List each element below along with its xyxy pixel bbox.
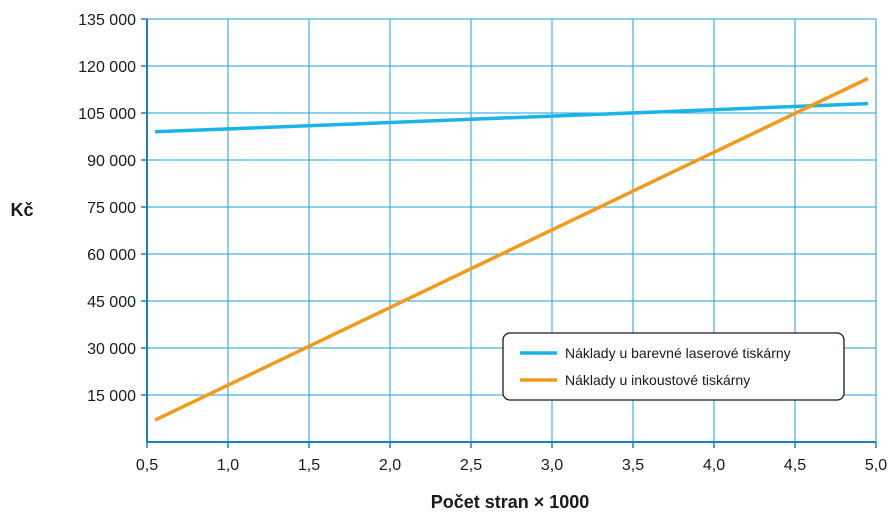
y-tick-label: 15 000 bbox=[87, 388, 136, 405]
x-tick-label: 4,5 bbox=[784, 457, 806, 474]
grid bbox=[146, 18, 877, 442]
x-tick-label: 0,5 bbox=[136, 457, 158, 474]
series-lines bbox=[154, 76, 869, 422]
x-tick-label: 4,0 bbox=[703, 457, 725, 474]
series-line-inkjet bbox=[154, 76, 869, 422]
x-tick-label: 1,0 bbox=[217, 457, 239, 474]
axes bbox=[141, 18, 877, 448]
y-tick-label: 120 000 bbox=[78, 59, 136, 76]
y-axis-title: Kč bbox=[10, 200, 33, 220]
x-tick-label: 3,5 bbox=[622, 457, 644, 474]
legend-box bbox=[502, 332, 845, 401]
y-tick-label: 135 000 bbox=[78, 12, 136, 29]
x-tick-label: 2,5 bbox=[460, 457, 482, 474]
y-tick-label: 30 000 bbox=[87, 341, 136, 358]
x-tick-label: 3,0 bbox=[541, 457, 563, 474]
y-tick-label: 105 000 bbox=[78, 106, 136, 123]
y-tick-label: 45 000 bbox=[87, 294, 136, 311]
series-line-laser bbox=[155, 101, 868, 134]
x-tick-label: 2,0 bbox=[379, 457, 401, 474]
y-tick-label: 60 000 bbox=[87, 247, 136, 264]
x-tick-label: 5,0 bbox=[865, 457, 887, 474]
y-tick-labels: 15 000 30 000 45 000 60 000 75 000 90 000 105 … bbox=[78, 12, 136, 405]
x-tick-label: 1,5 bbox=[298, 457, 320, 474]
legend: Náklady u barevné laserové tiskárny Nákl… bbox=[502, 332, 845, 401]
x-axis-title: Počet stran × 1000 bbox=[431, 492, 590, 512]
legend-label-laser: Náklady u barevné laserové tiskárny bbox=[565, 345, 791, 361]
y-tick-label: 90 000 bbox=[87, 153, 136, 170]
x-tick-labels: 0,5 1,0 1,5 2,0 2,5 3,0 3,5 4,0 4,5 5,0 bbox=[136, 457, 887, 474]
y-tick-label: 75 000 bbox=[87, 200, 136, 217]
legend-label-inkjet: Náklady u inkoustové tiskárny bbox=[565, 372, 750, 388]
